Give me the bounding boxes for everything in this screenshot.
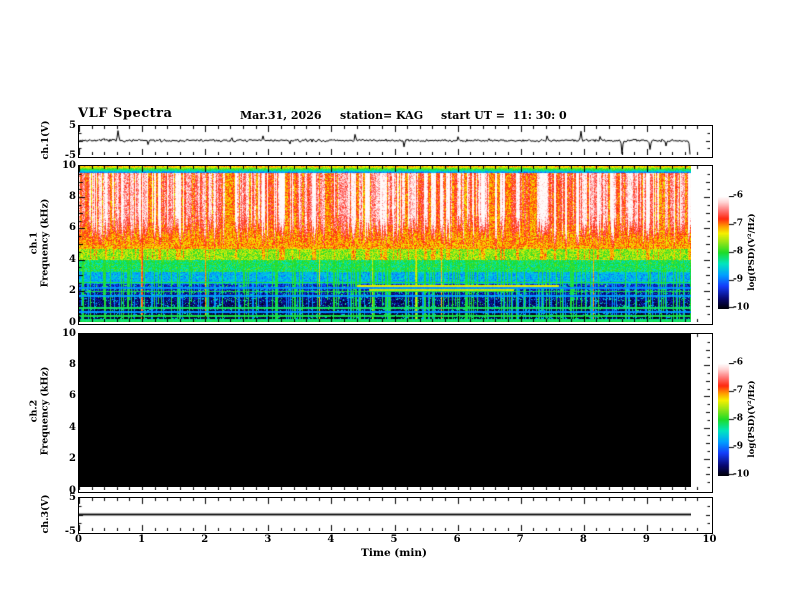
start-time-label: start UT = 11: 30: 0: [441, 109, 567, 122]
colorbar-tick-label: -8: [733, 246, 743, 257]
ch1-voltage-axis-label: ch.1(V): [39, 120, 51, 160]
colorbar-tick-label: -9: [733, 441, 743, 452]
figure-title: VLF Spectra: [78, 106, 173, 121]
x-tick-label: 7: [516, 534, 524, 545]
panel-ch1-spectrogram: [78, 165, 713, 325]
x-tick-label: 5: [390, 534, 398, 545]
ch2-axis-label-line2: Frequency (kHz): [39, 366, 50, 456]
station-label: station= KAG: [340, 109, 424, 122]
ch2-axis-label-line1: ch.2: [28, 399, 40, 423]
x-tick-label: 3: [264, 534, 272, 545]
y-tick-label: 10: [62, 327, 76, 339]
panel-ch3-waveform: [78, 497, 713, 534]
x-tick-label: 8: [579, 534, 587, 545]
panel-ch2-spectrogram: [78, 333, 713, 493]
date-label: Mar.31, 2026: [240, 109, 322, 122]
colorbar-tick-label: -7: [733, 385, 743, 396]
x-tick-label: 1: [138, 534, 146, 545]
colorbar-ch2: [718, 363, 735, 476]
colorbar-tick-label: -7: [733, 218, 743, 229]
x-tick-label: 4: [327, 534, 335, 545]
colorbar-tick-label: -6: [733, 190, 743, 201]
colorbar2-axis-label: log(PSD)(V²/Hz): [747, 380, 757, 458]
ch3-waveform-ticks: [79, 498, 710, 531]
ch1-frequency-axis-label: ch.1 Frequency (kHz): [28, 198, 51, 288]
ch1-spectrogram-ticks: [79, 166, 710, 322]
y-tick-label: 10: [62, 159, 76, 171]
colorbar-tick-label: -6: [733, 357, 743, 368]
y-tick-label: 0: [69, 316, 76, 328]
ch1-axis-label-line1: ch.1: [28, 231, 40, 255]
x-tick-label: 9: [642, 534, 650, 545]
y-tick-label: 5: [69, 119, 76, 131]
ch2-frequency-axis-label: ch.2 Frequency (kHz): [28, 366, 51, 456]
colorbar-tick-label: -8: [733, 413, 743, 424]
panel-ch1-waveform: [78, 125, 713, 158]
y-tick-label: 4: [69, 253, 76, 265]
y-tick-label: 2: [69, 453, 76, 465]
colorbar-tick-label: -9: [733, 274, 743, 285]
ch1-waveform-ticks: [79, 126, 710, 155]
x-tick-label: 2: [201, 534, 209, 545]
y-tick-label: 5: [69, 491, 76, 503]
y-tick-label: 8: [69, 358, 76, 370]
x-tick-label: 0: [75, 534, 82, 545]
colorbar-ch1: [718, 196, 735, 309]
ch2-spectrogram-ticks: [79, 334, 710, 490]
y-tick-label: -5: [64, 149, 76, 161]
y-tick-label: 4: [69, 421, 76, 433]
y-tick-label: 0: [69, 484, 76, 496]
y-tick-label: 6: [69, 222, 76, 234]
ch1-axis-label-line2: Frequency (kHz): [39, 198, 50, 288]
colorbar-tick-label: -10: [733, 302, 750, 313]
y-tick-label: -5: [64, 525, 76, 537]
y-tick-label: 6: [69, 390, 76, 402]
x-tick-label: 10: [702, 534, 717, 545]
time-axis-label: Time (min): [361, 547, 427, 559]
y-tick-label: 8: [69, 190, 76, 202]
colorbar-tick-label: -10: [733, 469, 750, 480]
x-tick-label: 6: [453, 534, 461, 545]
ch3-voltage-axis-label: ch.3(V): [39, 494, 51, 534]
y-tick-label: 2: [69, 285, 76, 297]
colorbar1-axis-label: log(PSD)(V²/Hz): [747, 213, 757, 291]
